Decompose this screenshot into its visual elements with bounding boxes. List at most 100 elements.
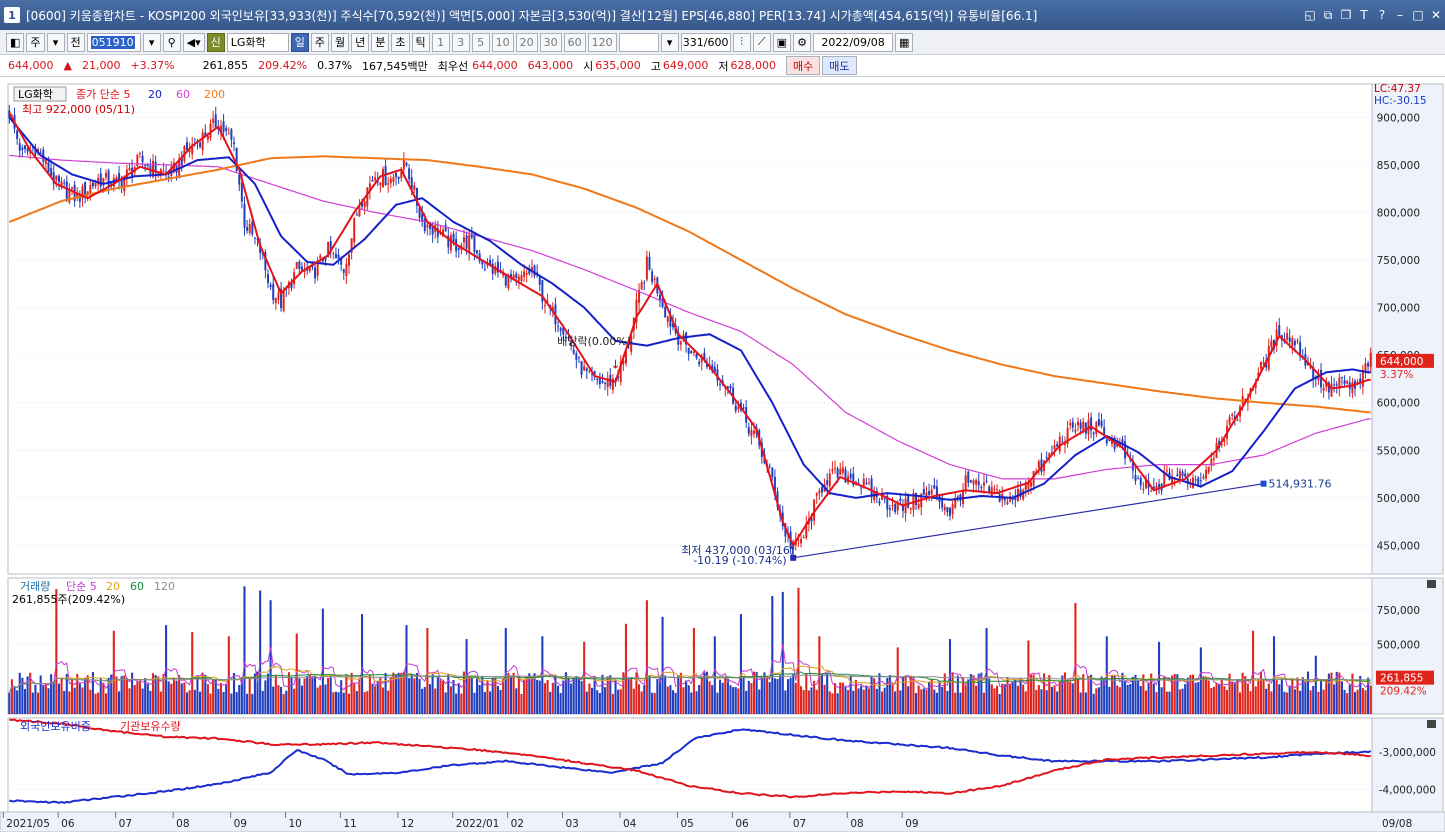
interval-button-120[interactable]: 120	[587, 32, 617, 52]
all-toggle[interactable]: 전	[66, 32, 85, 52]
legend-stock-box[interactable]	[13, 86, 67, 102]
close-icon[interactable]: ✕	[1430, 8, 1442, 22]
indicator-icon[interactable]: ⫶	[732, 32, 751, 52]
candle-count-field[interactable]: 331/600	[680, 32, 731, 52]
calendar-icon[interactable]: ▦	[895, 32, 914, 52]
volume-bar	[144, 678, 147, 714]
save-icon[interactable]: ▣	[772, 32, 792, 52]
volume-bar	[896, 647, 899, 714]
candle-body	[977, 481, 980, 486]
date-axis: 2021/05 06 07 08 09 10 11 12 2022/01 02 03 04 05 06 07…	[0, 811, 1445, 833]
chart-area[interactable]: 900,000850,000800,000750,000700,000650,0…	[0, 78, 1445, 833]
candle-body	[204, 132, 207, 137]
volume-bar	[708, 681, 711, 714]
volume-bar	[272, 686, 275, 714]
help-icon[interactable]: ?	[1378, 8, 1386, 22]
volume-bar	[1330, 672, 1333, 714]
stock-code-input[interactable]: 051910	[86, 32, 141, 52]
week-toggle[interactable]: 주	[26, 32, 45, 52]
code-dropdown-icon[interactable]: ▾	[142, 32, 161, 52]
period-tab-3[interactable]: 년	[351, 32, 370, 52]
low-price-note: 최저 437,000 (03/16)	[681, 544, 794, 557]
candle-body	[107, 170, 110, 186]
volume-bar	[91, 672, 94, 714]
candle-body	[319, 255, 322, 259]
sell-button[interactable]: 매도	[822, 56, 857, 75]
candle-body	[888, 508, 891, 510]
candle-body	[1207, 466, 1210, 473]
volume-bar	[721, 682, 724, 714]
candle-body	[71, 187, 74, 190]
search-icon[interactable]: ⚲	[162, 32, 181, 52]
draw-tool-icon[interactable]: ⟋	[752, 32, 771, 52]
stock-name-field[interactable]: LG화학	[226, 32, 289, 52]
current-volume-pct-label: 209.42%	[1380, 686, 1427, 698]
date-label: 09	[234, 818, 247, 830]
volume-value: 261,855	[202, 59, 249, 72]
interval-dropdown-icon[interactable]: ▾	[660, 32, 679, 52]
interval-button-60[interactable]: 60	[563, 32, 586, 52]
chart-type-icon[interactable]: ◧	[6, 32, 25, 52]
dropdown-arrow-icon[interactable]: ▾	[46, 32, 65, 52]
volume-bar	[1066, 680, 1069, 714]
settings-gear-icon[interactable]: ⚙	[793, 32, 812, 52]
copy-icon[interactable]: ❐	[1340, 8, 1352, 22]
interval-button-1[interactable]: 1	[431, 32, 450, 52]
interval-button-5[interactable]: 5	[471, 32, 490, 52]
interval-button-3[interactable]: 3	[451, 32, 470, 52]
candle-body	[909, 508, 912, 510]
speaker-icon[interactable]: ◀▾	[182, 32, 205, 52]
volume-panel-collapse-icon[interactable]	[1427, 580, 1436, 588]
trade-value: 167,545백만	[362, 59, 428, 73]
buy-button[interactable]: 매수	[786, 56, 821, 75]
price-panel[interactable]: 900,000850,000800,000750,000700,000650,0…	[7, 83, 1444, 575]
interval-custom-input[interactable]	[618, 32, 659, 52]
volume-bar	[196, 675, 199, 714]
candle-body	[510, 273, 513, 279]
candle-body	[248, 224, 251, 233]
volume-bar	[350, 672, 353, 714]
volume-bar	[502, 678, 505, 714]
period-tab-2[interactable]: 월	[331, 32, 350, 52]
volume-bar	[133, 685, 136, 714]
trend-line[interactable]	[793, 483, 1264, 559]
period-tab-1[interactable]: 주	[310, 32, 330, 52]
volume-bar	[183, 682, 186, 714]
trend-end-handle[interactable]	[1260, 480, 1267, 487]
volume-bar	[266, 673, 270, 714]
change-arrow-icon: ▲	[63, 59, 72, 72]
ownership-panel-collapse-icon[interactable]	[1427, 720, 1436, 728]
date-field[interactable]: 2022/09/08	[813, 32, 894, 52]
restore-layout-icon[interactable]: ◱	[1304, 8, 1316, 22]
trend-start-handle[interactable]	[790, 554, 797, 561]
candle-body	[533, 265, 536, 276]
interval-button-20[interactable]: 20	[515, 32, 538, 52]
maximize-icon[interactable]: □	[1412, 8, 1424, 22]
candle-body	[55, 175, 58, 181]
volume-bar	[1286, 692, 1289, 714]
candle-body	[1184, 473, 1187, 477]
volume-bar	[306, 676, 309, 714]
chart-svg[interactable]: 900,000850,000800,000750,000700,000650,0…	[0, 78, 1445, 833]
candle-body	[839, 469, 842, 475]
period-tab-5[interactable]: 초	[391, 32, 410, 52]
volume-panel[interactable]: 750,000 500,000 거래량 단순 5 20 60 120 261,855주(209…	[7, 577, 1444, 715]
volume-bar	[483, 692, 486, 714]
link-icon[interactable]: ⧉	[1323, 7, 1333, 22]
interval-button-10[interactable]: 10	[491, 32, 514, 52]
minimize-icon[interactable]: –	[1397, 8, 1403, 22]
period-tab-0[interactable]: 일	[290, 32, 309, 52]
candle-body	[327, 241, 330, 257]
volume-bar	[771, 596, 774, 714]
credit-badge[interactable]: 신	[206, 32, 225, 52]
volume-bar	[674, 692, 677, 714]
period-tab-4[interactable]: 분	[371, 32, 390, 52]
volume-bar	[598, 692, 601, 714]
interval-button-30[interactable]: 30	[539, 32, 562, 52]
candle-body	[214, 114, 217, 129]
ownership-panel[interactable]: -3,000,000 -4,000,000 외국인보유비중 기관보유수량	[7, 717, 1444, 813]
volume-bar	[596, 690, 599, 714]
period-tab-6[interactable]: 틱	[411, 32, 430, 52]
font-size-icon[interactable]: T	[1360, 8, 1368, 22]
candle-body	[1275, 329, 1278, 346]
